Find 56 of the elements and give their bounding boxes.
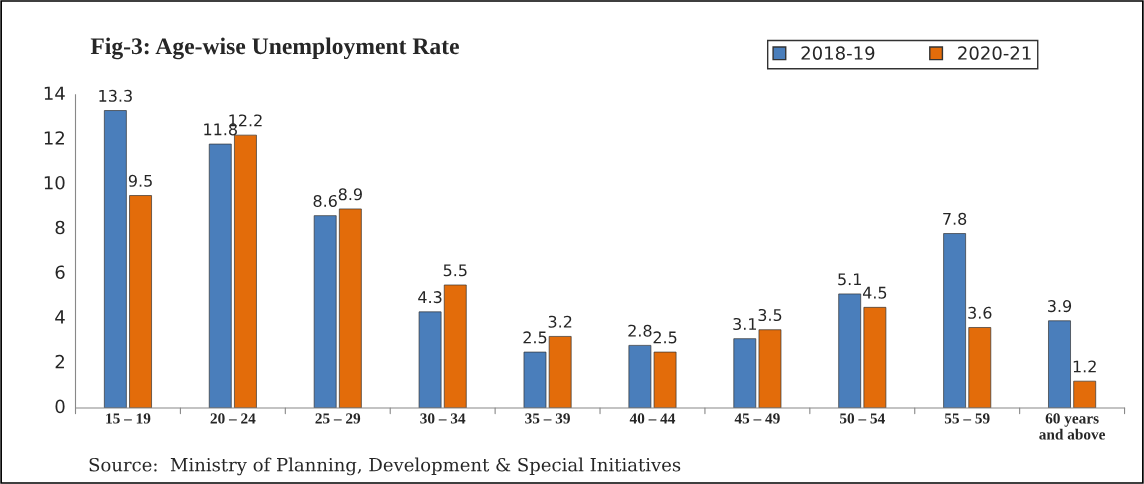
data-label: 4.5 xyxy=(862,286,887,299)
data-label: 3.2 xyxy=(548,315,572,328)
bar xyxy=(234,134,257,409)
bar xyxy=(338,208,362,409)
y-tick-label: 14 xyxy=(44,86,65,100)
data-label: 4.3 xyxy=(418,291,442,304)
bar xyxy=(443,284,467,409)
bar xyxy=(733,338,757,409)
bar xyxy=(313,215,337,409)
bar xyxy=(104,110,127,409)
data-label: 13.3 xyxy=(99,89,132,102)
data-label: 9.5 xyxy=(128,174,152,187)
y-tick-label: 8 xyxy=(55,220,65,235)
y-tick-label: 10 xyxy=(44,175,65,190)
bar xyxy=(1048,320,1071,409)
x-tick-label: 60 years and above xyxy=(1039,413,1106,440)
y-tick-label: 12 xyxy=(44,131,64,145)
data-label: 3.6 xyxy=(968,306,992,319)
bar xyxy=(968,327,992,409)
data-label: 3.1 xyxy=(733,317,757,331)
x-tick-label: 45 – 49 xyxy=(734,413,780,424)
data-label: 1.2 xyxy=(1073,360,1096,373)
legend-label: 2018-19 xyxy=(801,46,875,60)
data-label: 3.9 xyxy=(1048,300,1072,313)
bar xyxy=(863,307,887,409)
y-tick-label: 0 xyxy=(55,399,65,414)
bar xyxy=(418,311,442,409)
bar xyxy=(943,233,966,409)
bar xyxy=(129,195,152,409)
bar xyxy=(758,329,782,409)
x-tick-label: 55 – 59 xyxy=(944,413,990,424)
bar xyxy=(838,293,862,409)
y-tick-label: 4 xyxy=(55,310,65,324)
data-label: 3.5 xyxy=(758,308,782,322)
source-note: Source: Ministry of Planning, Development & Special Initiatives xyxy=(89,457,681,476)
data-label: 2.8 xyxy=(628,324,652,337)
x-tick-label: 35 – 39 xyxy=(525,413,570,424)
x-tick-label: 50 – 54 xyxy=(839,413,885,424)
data-label: 5.1 xyxy=(838,273,861,286)
x-tick-label: 25 – 29 xyxy=(315,413,361,424)
x-tick-label: 30 – 34 xyxy=(420,413,466,424)
y-tick-label: 2 xyxy=(55,354,64,369)
x-tick-label: 15 – 19 xyxy=(106,413,151,424)
x-tick-label: 20 – 24 xyxy=(210,413,256,424)
data-label: 8.9 xyxy=(338,188,362,201)
data-label: 5.5 xyxy=(443,264,467,277)
data-label: 8.6 xyxy=(313,194,337,207)
data-label: 2.5 xyxy=(523,331,547,344)
legend-label: 2020-21 xyxy=(958,46,1031,60)
data-label: 7.8 xyxy=(943,212,967,225)
chart-title: Fig-3: Age-wise Unemployment Rate xyxy=(90,37,459,60)
y-tick-label: 6 xyxy=(55,265,65,280)
x-tick-label: 40 – 44 xyxy=(629,413,676,424)
bar xyxy=(208,143,232,409)
bar xyxy=(1073,380,1097,409)
data-label: 2.5 xyxy=(653,331,677,344)
